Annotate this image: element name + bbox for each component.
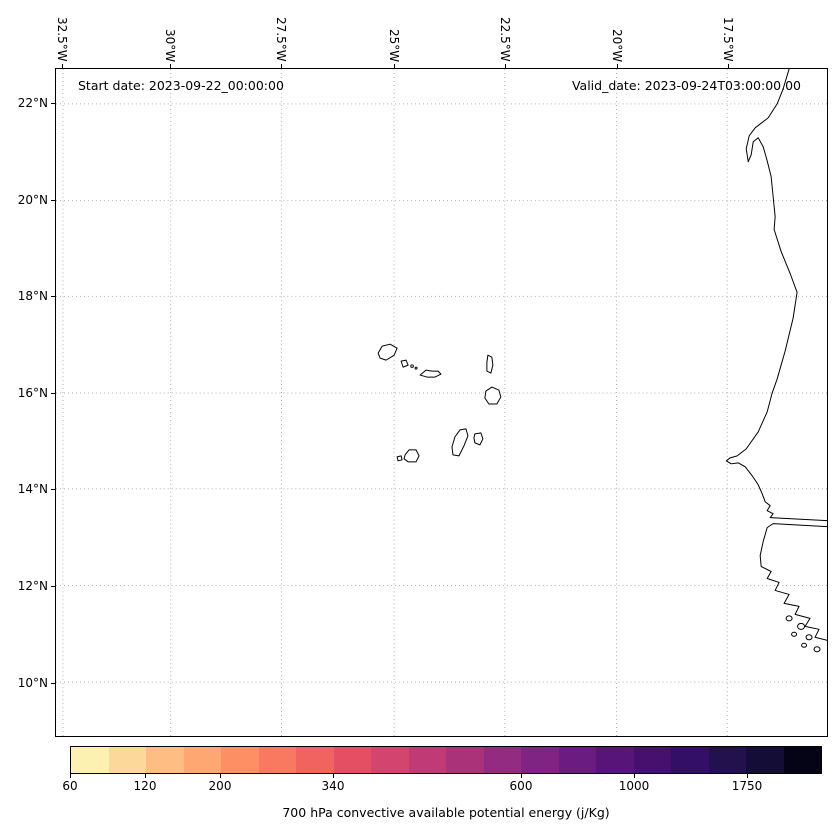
y-tick xyxy=(51,296,55,297)
colorbar-segment xyxy=(558,747,596,773)
brava-island xyxy=(396,455,403,462)
maio-island xyxy=(473,432,484,446)
colorbar-tick xyxy=(634,774,635,778)
colorbar-segment xyxy=(258,747,296,773)
y-tick-label: 16°N xyxy=(17,386,48,400)
y-tick xyxy=(51,489,55,490)
santiago-island xyxy=(451,428,469,457)
colorbar xyxy=(70,746,822,774)
y-tick xyxy=(51,200,55,201)
x-tick-label: 32.5°W xyxy=(55,17,69,62)
fogo-island xyxy=(403,449,420,463)
colorbar-segment xyxy=(296,747,334,773)
colorbar-segment xyxy=(333,747,371,773)
graticule xyxy=(56,69,827,736)
y-tick xyxy=(51,586,55,587)
x-tick-label: 30°W xyxy=(163,28,177,62)
colorbar-segment xyxy=(633,747,671,773)
sao-vicente-island xyxy=(400,359,409,368)
colorbar-tick-label: 1000 xyxy=(618,779,650,793)
x-tick xyxy=(505,64,506,68)
colorbar-segment xyxy=(371,747,409,773)
y-tick-label: 10°N xyxy=(17,676,48,690)
y-tick-label: 18°N xyxy=(17,289,48,303)
x-tick xyxy=(728,64,729,68)
santo-antao-island xyxy=(377,343,398,361)
left-axis: 22°N 20°N 18°N 16°N 14°N 12°N 10°N xyxy=(0,0,55,836)
colorbar-segment xyxy=(146,747,184,773)
x-tick-label: 17.5°W xyxy=(721,17,735,62)
colorbar-tick-label: 120 xyxy=(133,779,157,793)
colorbar-tick-label: 1750 xyxy=(731,779,763,793)
colorbar-segment xyxy=(746,747,784,773)
y-tick-label: 20°N xyxy=(17,193,48,207)
y-tick-label: 14°N xyxy=(17,482,48,496)
y-tick xyxy=(51,103,55,104)
colorbar-segment xyxy=(671,747,709,773)
colorbar-tick-label: 60 xyxy=(62,779,78,793)
y-tick-label: 12°N xyxy=(17,579,48,593)
santa-luzia-islet xyxy=(410,364,414,368)
x-tick-label: 27.5°W xyxy=(274,17,288,62)
colorbar-segment xyxy=(708,747,746,773)
bijagos-islands xyxy=(785,615,821,653)
colorbar-segment xyxy=(71,747,109,773)
start-date-annotation: Start date: 2023-09-22_00:00:00 xyxy=(78,78,284,93)
sao-nicolau-island xyxy=(419,369,442,378)
colorbar-segment xyxy=(108,747,146,773)
gambia-river-and-south-coast xyxy=(759,523,827,641)
colorbar-segment xyxy=(596,747,634,773)
sal-island xyxy=(486,354,494,374)
islet xyxy=(414,366,418,370)
valid-date-annotation: Valid_date: 2023-09-24T03:00:00.00 xyxy=(571,78,801,93)
colorbar-tick xyxy=(145,774,146,778)
colorbar-segment xyxy=(483,747,521,773)
map-plot: Start date: 2023-09-22_00:00:00 Valid_da… xyxy=(55,68,828,737)
x-tick xyxy=(170,64,171,68)
cape-verde-islands xyxy=(377,343,502,463)
colorbar-segment xyxy=(221,747,259,773)
x-tick xyxy=(394,64,395,68)
y-tick-label: 22°N xyxy=(17,96,48,110)
colorbar-tick xyxy=(747,774,748,778)
top-axis: 32.5°W 30°W 27.5°W 25°W 22.5°W 20°W 17.5… xyxy=(0,0,837,68)
y-tick xyxy=(51,393,55,394)
map-canvas xyxy=(56,69,827,736)
x-tick xyxy=(62,64,63,68)
colorbar-tick xyxy=(70,774,71,778)
x-tick-label: 25°W xyxy=(387,28,401,62)
colorbar-label: 700 hPa convective available potential e… xyxy=(282,805,610,820)
x-tick-label: 20°W xyxy=(610,28,624,62)
x-tick xyxy=(281,64,282,68)
colorbar-tick-label: 340 xyxy=(321,779,345,793)
y-tick xyxy=(51,683,55,684)
colorbar-tick-label: 600 xyxy=(509,779,533,793)
colorbar-tick xyxy=(333,774,334,778)
x-tick xyxy=(617,64,618,68)
colorbar-tick-label: 200 xyxy=(208,779,232,793)
x-tick-label: 22.5°W xyxy=(498,17,512,62)
boa-vista-island xyxy=(484,386,502,405)
colorbar-segment xyxy=(183,747,221,773)
colorbar-segment xyxy=(446,747,484,773)
colorbar-tick xyxy=(521,774,522,778)
colorbar-segment xyxy=(408,747,446,773)
africa-coastline xyxy=(725,69,827,641)
colorbar-segment xyxy=(783,747,821,773)
colorbar-tick xyxy=(220,774,221,778)
colorbar-segment xyxy=(521,747,559,773)
